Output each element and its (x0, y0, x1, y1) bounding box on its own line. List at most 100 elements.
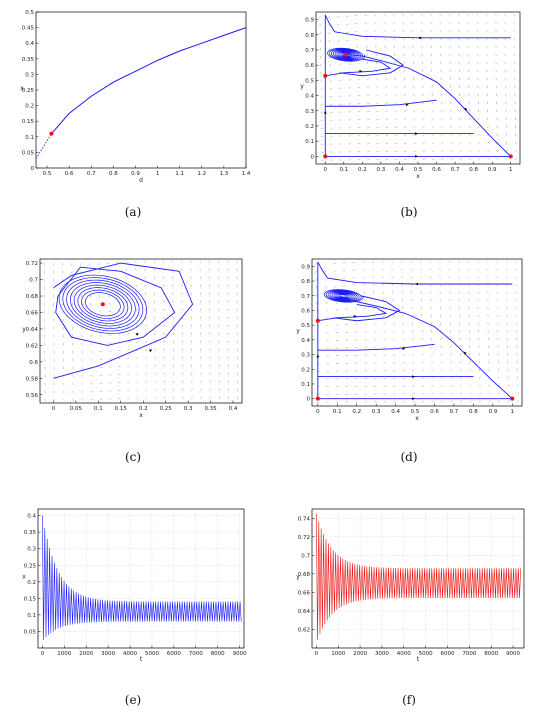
field-arrow (236, 300, 238, 304)
field-arrow (413, 142, 416, 145)
field-arrow (393, 369, 396, 372)
field-arrow (505, 93, 507, 97)
field-arrow (403, 110, 407, 113)
field-arrow (163, 284, 165, 288)
x-axis-label: t (140, 656, 143, 663)
field-arrow (376, 110, 379, 113)
x-tick-label: 0.1 (333, 409, 342, 415)
field-arrow (181, 260, 183, 264)
field-arrow (486, 77, 488, 81)
y-tick-label: 0.05 (24, 629, 37, 635)
x-tick-label: 1.2 (197, 171, 206, 177)
field-arrow (420, 29, 423, 33)
x-tick-label: 0.9 (488, 167, 497, 173)
x-tick-label: 9000 (506, 651, 520, 657)
field-arrow (163, 340, 165, 344)
x-tick-label: 8000 (484, 651, 498, 657)
field-arrow (431, 337, 433, 341)
y-tick-label: 0.05 (22, 150, 35, 156)
field-arrow (326, 332, 329, 334)
field-arrow (459, 142, 462, 145)
field-arrow (163, 388, 166, 392)
field-arrow (449, 53, 451, 57)
y-axis-label: y (296, 328, 300, 335)
field-arrow (218, 284, 220, 288)
field-arrow (383, 29, 386, 33)
field-arrow (357, 78, 361, 81)
y-tick-label: 0.72 (298, 535, 310, 541)
field-arrow (354, 355, 358, 356)
field-arrow (403, 85, 406, 89)
field-arrow (208, 268, 211, 272)
field-arrow (115, 261, 119, 264)
field-arrow (513, 53, 516, 57)
field-arrow (325, 286, 327, 289)
x-tick-label: 0.4 (229, 406, 238, 412)
field-arrow (477, 268, 480, 271)
field-arrow (357, 95, 361, 97)
trajectory-arrow (464, 107, 468, 111)
x-tick-label: 0.5 (411, 409, 420, 415)
field-arrow (320, 95, 323, 98)
field-arrow (506, 345, 508, 349)
field-arrow (419, 268, 422, 271)
trajectory-arrow (323, 110, 327, 114)
field-arrow (439, 306, 442, 310)
field-arrow (383, 314, 385, 318)
field-arrow (486, 276, 489, 279)
y-tick-label: 0.6 (29, 360, 38, 366)
field-arrow (116, 277, 119, 280)
field-arrow (71, 390, 75, 394)
field-arrow (362, 276, 365, 279)
field-arrow (402, 361, 405, 364)
field-arrow (144, 284, 146, 288)
field-arrow (515, 314, 518, 318)
field-arrow (71, 382, 74, 386)
ticks: 0 0.1 0.2 0.3 0.4 0.5 0.6 0.7 0.8 0.9 1 0 0.1 0.2 0.3 0… (301, 264, 514, 415)
y-axis-label: x (20, 85, 24, 92)
field-arrow (145, 380, 148, 384)
field-arrow (459, 345, 461, 349)
field-arrow (373, 291, 375, 294)
trajectory (341, 299, 513, 399)
field-arrow (108, 302, 112, 305)
field-arrow (431, 134, 435, 137)
field-arrow (495, 77, 497, 81)
chart-a: 0.5 0.6 0.7 0.8 0.9 1 1.1 1.2 1.3 1.4 0 0.05 0.1 0.15… (20, 10, 251, 184)
field-arrow (182, 356, 184, 360)
field-arrow (145, 389, 148, 392)
field-arrow (352, 284, 356, 287)
field-arrow (191, 372, 193, 376)
field-arrow (476, 53, 479, 57)
field-arrow (326, 316, 329, 319)
field-arrow (163, 364, 166, 368)
y-tick-label: 0 (307, 397, 311, 403)
x-tick-label: 0.1 (94, 406, 103, 412)
field-arrow (373, 338, 377, 341)
field-arrow (53, 390, 56, 394)
field-arrow (450, 345, 452, 349)
field-arrow (145, 372, 148, 376)
field-arrow (182, 396, 184, 400)
field-arrow (364, 378, 368, 380)
field-arrow (515, 291, 518, 294)
panel-c: 0 0.05 0.1 0.15 0.2 0.25 0.3 0.35 0.4 0.56 0.58 0.6… (18, 253, 248, 423)
trajectory (317, 261, 513, 285)
field-arrow (497, 368, 500, 372)
field-arrow (504, 45, 507, 49)
field-arrow (478, 368, 481, 372)
field-arrow (402, 14, 405, 17)
field-arrow (394, 159, 398, 161)
field-arrow (44, 398, 46, 402)
field-arrow (116, 284, 119, 288)
field-arrow (383, 377, 387, 380)
field-arrow (412, 385, 415, 387)
field-arrow (450, 142, 453, 145)
field-arrow (478, 133, 480, 137)
field-arrow (190, 292, 192, 296)
field-arrow (355, 30, 358, 33)
field-arrow (71, 350, 74, 354)
field-arrow (505, 284, 508, 287)
field-arrow (90, 342, 93, 346)
x-tick-label: 0.7 (451, 167, 460, 173)
